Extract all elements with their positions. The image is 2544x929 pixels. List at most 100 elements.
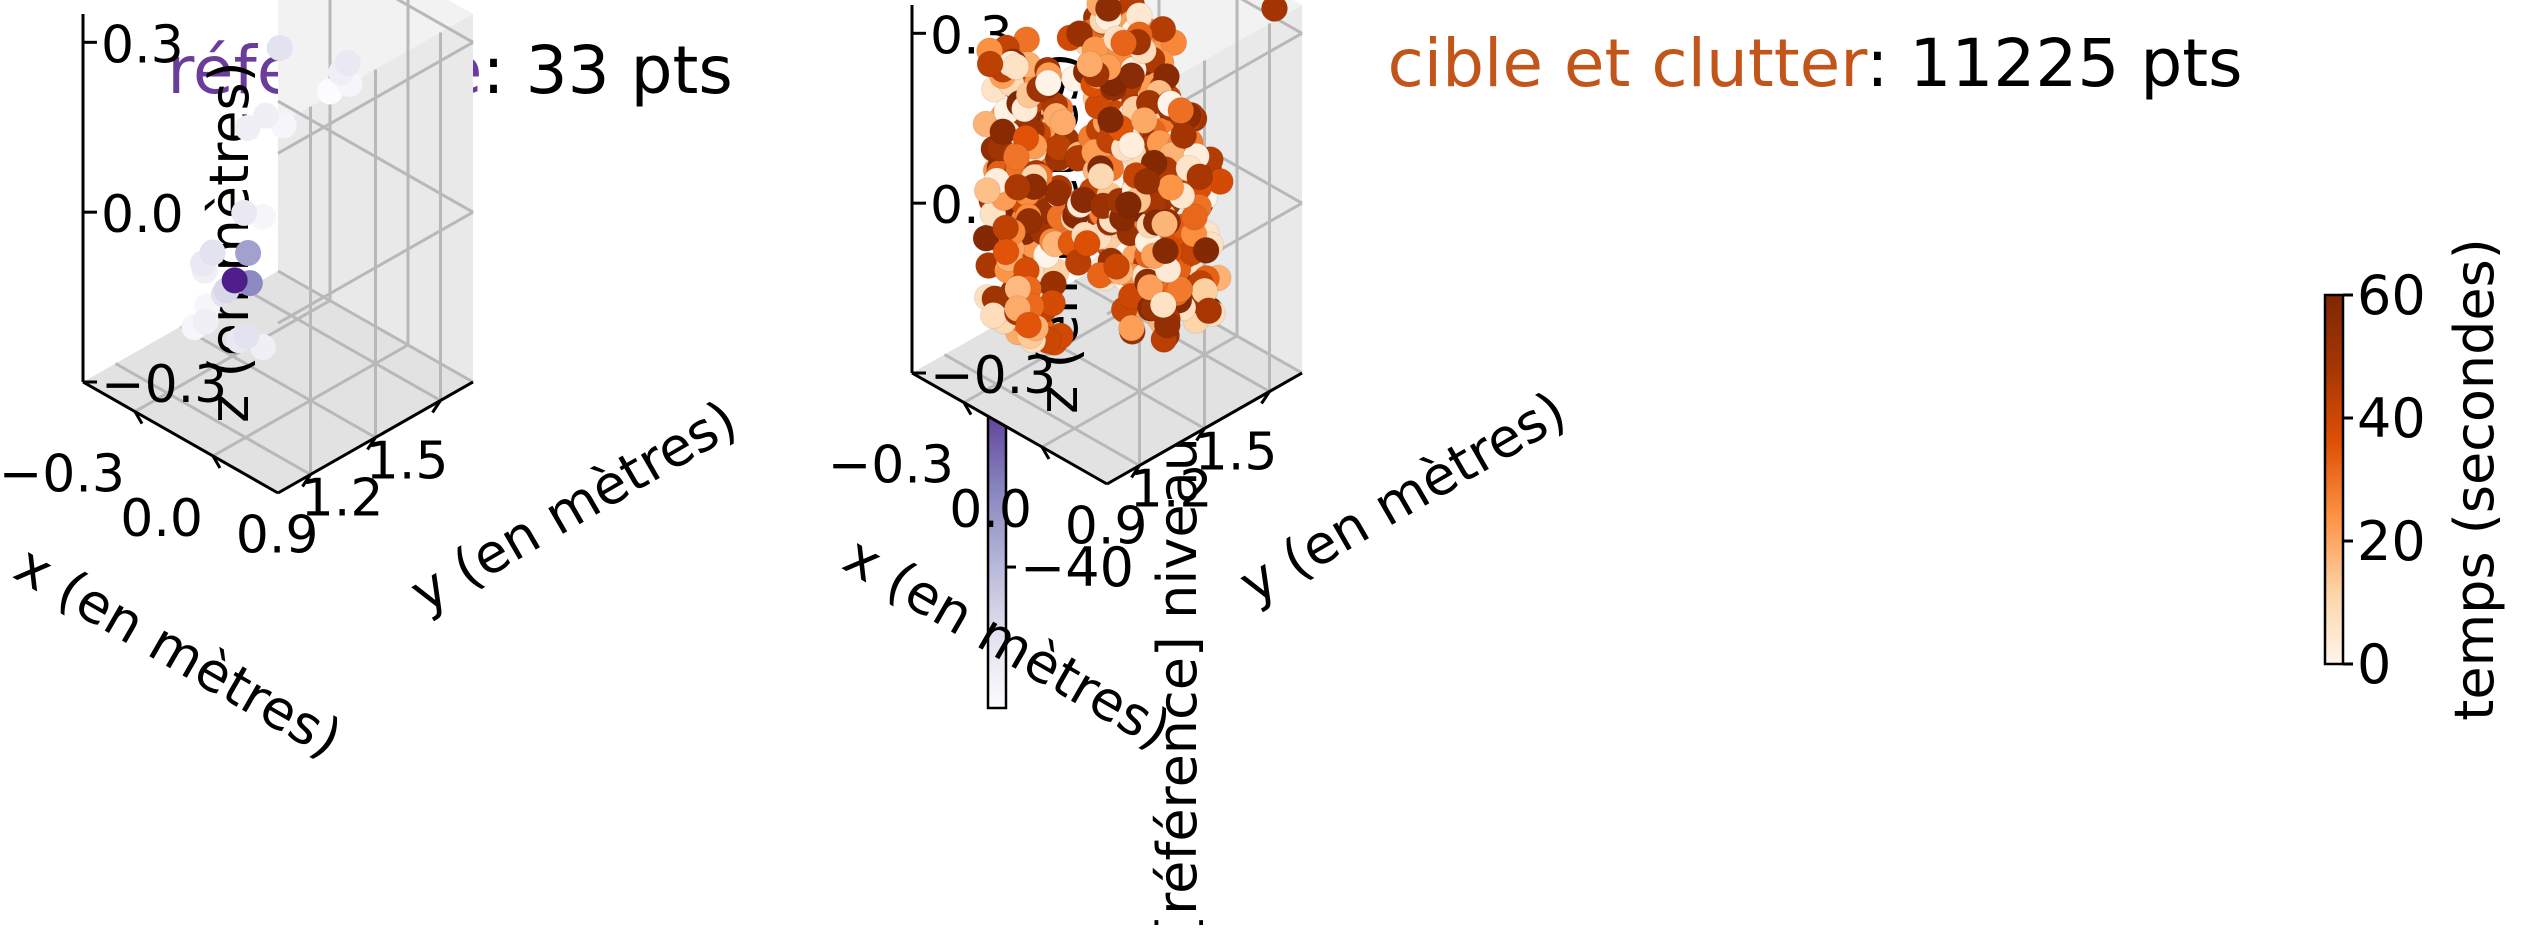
data-point: [1157, 173, 1185, 201]
y-tick-label: 1.2: [301, 469, 384, 529]
y-tick: [431, 399, 442, 414]
z-tick-label: 0.0: [101, 185, 184, 245]
y-tick: [1130, 464, 1141, 479]
y-axis-label: y (en mètres): [1229, 379, 1577, 616]
x-tick-label: −0.3: [0, 445, 125, 505]
colorbar-tick-label: 20: [2357, 510, 2426, 573]
y-tick-label: 1.5: [1195, 423, 1278, 483]
y-tick-label: 0.9: [1065, 497, 1148, 557]
z-tick-label: −0.3: [930, 346, 1056, 406]
data-point: [1118, 62, 1146, 90]
x-tick-label: −0.3: [828, 436, 954, 496]
z-tick-label: 0.3: [101, 15, 184, 75]
data-point: [1097, 106, 1125, 134]
grid-line: [277, 99, 474, 214]
y-tick-label: 1.5: [366, 432, 449, 492]
x-tick-label: 0.0: [949, 480, 1032, 540]
data-point: [1195, 297, 1223, 325]
x-tick: [962, 401, 973, 416]
data-point: [1073, 229, 1101, 257]
data-point: [1170, 122, 1198, 150]
y-tick: [1260, 390, 1271, 405]
data-point: [973, 177, 1001, 205]
clutter-title-label: cible et clutter: [1387, 25, 1868, 102]
colorbar-tick-label: −40: [1020, 536, 1134, 599]
data-point: [234, 114, 261, 141]
data-point: [1186, 163, 1214, 191]
x-tick: [1040, 446, 1051, 460]
grid-line: [244, 288, 442, 402]
data-point: [199, 239, 226, 266]
x-axis-line: [82, 380, 279, 495]
grid-line: [395, 0, 474, 44]
data-point: [989, 118, 1017, 146]
x-axis-line: [911, 371, 1108, 486]
reference-plot-area: −0.30.0 0.91.21.50.30.0−0.3x (en mètres)y…: [0, 0, 747, 770]
reference-title-count: : 33 pts: [482, 32, 732, 109]
clutter-chart-title: cible et clutter: 11225 pts: [1387, 25, 2242, 102]
data-point: [1151, 237, 1179, 265]
data-point: [992, 238, 1020, 266]
data-point: [1149, 291, 1177, 319]
data-point: [1149, 15, 1177, 43]
y-tick: [1195, 427, 1206, 442]
grid-line: [179, 325, 377, 439]
data-point: [1260, 0, 1288, 22]
clutter-title-count: : 11225 pts: [1866, 25, 2242, 102]
colorbar-tick-label: 0: [2357, 633, 2391, 696]
data-point: [976, 50, 1004, 78]
x-axis-label: x (en mètres): [5, 533, 353, 770]
y-tick: [301, 473, 312, 488]
clutter-chart: cible et clutter: 11225 pts −0.30.0 0.91.…: [828, 0, 2506, 761]
data-point: [1118, 314, 1146, 342]
data-point: [1049, 108, 1077, 136]
y-axis-label: y (en mètres): [400, 388, 748, 625]
data-point: [1118, 131, 1146, 159]
data-point: [1034, 69, 1062, 97]
colorbar-tick-label: 60: [2357, 264, 2426, 327]
x-tick-label: 0.0: [120, 489, 203, 549]
data-point: [1087, 162, 1115, 190]
data-point: [252, 102, 279, 129]
data-point: [231, 199, 258, 226]
data-point: [1094, 0, 1122, 23]
clutter-colorbar: 60 40 20 0 temps (secondes): [2323, 238, 2506, 721]
x-tick: [133, 410, 144, 425]
data-point: [1014, 311, 1042, 339]
data-point: [1004, 173, 1032, 201]
data-point: [992, 214, 1020, 242]
data-point: [1130, 106, 1158, 134]
data-point: [1166, 275, 1194, 303]
data-point: [192, 308, 219, 335]
data-point: [1167, 97, 1195, 125]
data-point: [266, 34, 293, 61]
x-tick: [211, 455, 222, 469]
grid-line: [114, 362, 312, 476]
data-point: [1151, 210, 1179, 238]
colorbar-gradient: [2323, 293, 2345, 666]
data-point: [1192, 236, 1220, 264]
data-point: [1076, 50, 1104, 78]
y-tick-label: 1.2: [1130, 460, 1213, 520]
grid-line: [277, 269, 474, 384]
data-point: [1133, 167, 1161, 195]
data-point: [1002, 53, 1030, 81]
data-point: [334, 50, 361, 77]
data-point: [221, 267, 248, 294]
grid-line: [943, 353, 1141, 467]
z-tick-label: −0.3: [101, 355, 227, 415]
data-point: [1103, 252, 1131, 280]
grid-line: [277, 41, 474, 155]
data-point: [979, 302, 1007, 330]
colorbar-label: temps (secondes): [2443, 238, 2506, 721]
data-point: [233, 323, 260, 350]
y-tick-label: 0.9: [236, 506, 319, 566]
data-point: [1114, 191, 1142, 219]
grid-line: [277, 210, 474, 325]
colorbar-tick-label: 40: [2357, 387, 2426, 450]
data-point: [1002, 143, 1030, 171]
data-point: [1180, 203, 1208, 231]
y-tick: [366, 436, 377, 451]
